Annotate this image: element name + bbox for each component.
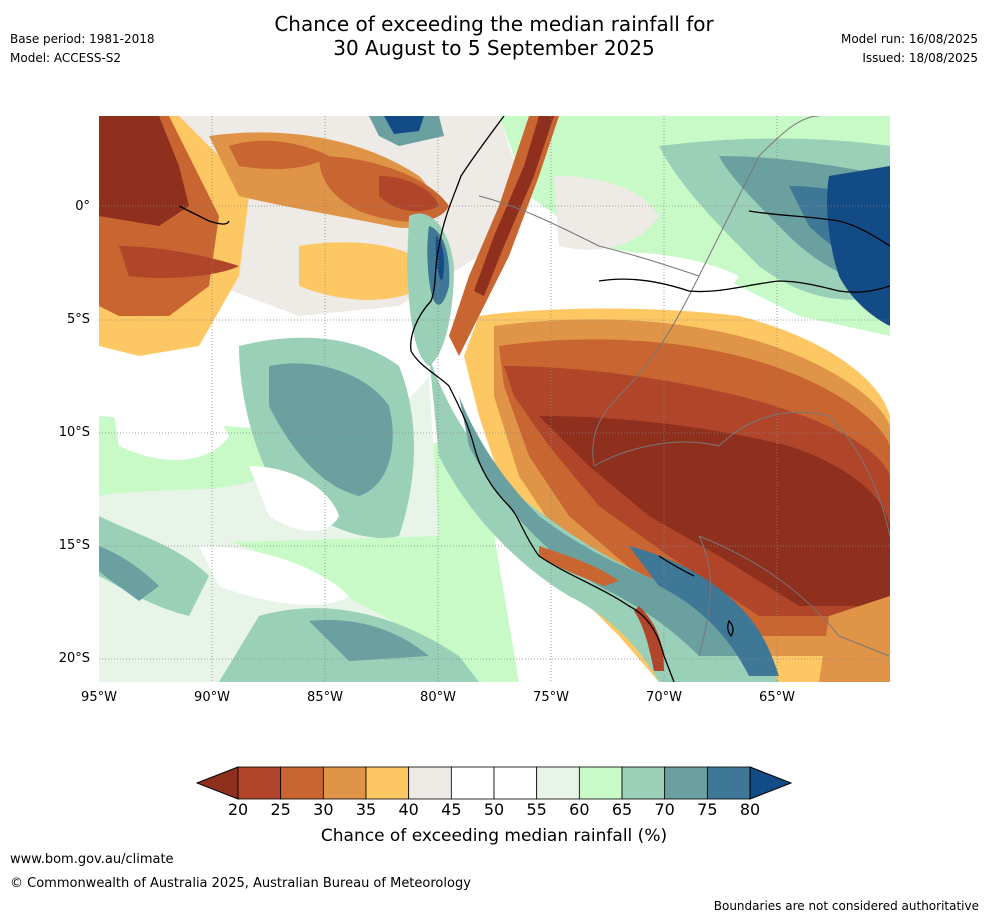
colorbar-extend-low	[195, 766, 239, 800]
title-line-2: 30 August to 5 September 2025	[333, 36, 655, 60]
colorbar-tick: 25	[270, 800, 291, 819]
colorbar-swatch	[365, 766, 410, 800]
lat-label-0: 0°	[75, 199, 90, 214]
colorbar-tick: 80	[739, 800, 761, 819]
colorbar-swatch	[322, 766, 367, 800]
colorbar-swatch	[493, 766, 538, 800]
colorbar-swatch	[578, 766, 623, 800]
colorbar-tick: 65	[611, 800, 633, 819]
colorbar-tick: 45	[441, 800, 462, 819]
lon-label-95w: 95°W	[81, 690, 117, 705]
colorbar-tick: 20	[227, 800, 249, 819]
colorbar-tick: 40	[398, 800, 419, 819]
colorbar	[195, 766, 794, 804]
lon-label-90w: 90°W	[194, 690, 230, 705]
lon-label-70w: 70°W	[646, 690, 682, 705]
colorbar-swatch	[706, 766, 751, 800]
model-name: Model: ACCESS-S2	[10, 51, 122, 65]
map-title: Chance of exceeding the median rainfall …	[0, 12, 988, 60]
colorbar-swatch	[408, 766, 452, 800]
colorbar-swatch	[237, 766, 282, 800]
issued-date: Issued: 18/08/2025	[862, 51, 978, 65]
colorbar-extend-high	[749, 766, 793, 800]
lat-label-15s: 15°S	[58, 538, 90, 553]
model-info: Base period: 1981-2018 Model: ACCESS-S2	[10, 30, 155, 68]
colorbar-swatch	[621, 766, 666, 800]
colorbar-tick: 35	[355, 800, 377, 819]
footer-copyright: © Commonwealth of Australia 2025, Austra…	[10, 876, 471, 891]
colorbar-swatch	[664, 766, 708, 800]
footer-url: www.bom.gov.au/climate	[10, 852, 174, 867]
colorbar-tick: 70	[654, 800, 675, 819]
lat-label-20s: 20°S	[58, 651, 90, 666]
lat-label-10s: 10°S	[58, 425, 90, 440]
lon-label-80w: 80°W	[420, 690, 456, 705]
lat-label-5s: 5°S	[66, 312, 90, 327]
colorbar-tick: 75	[697, 800, 718, 819]
colorbar-label: Chance of exceeding median rainfall (%)	[320, 826, 668, 846]
colorbar-swatch	[280, 766, 324, 800]
model-run: Model run: 16/08/2025	[840, 32, 978, 46]
rainfall-map	[99, 116, 890, 682]
title-line-1: Chance of exceeding the median rainfall …	[274, 12, 714, 36]
disclaimer: Boundaries are not considered authoritat…	[713, 899, 979, 913]
colorbar-tick: 50	[483, 800, 505, 819]
lon-label-65w: 65°W	[759, 690, 795, 705]
base-period: Base period: 1981-2018	[10, 32, 155, 46]
run-info: Model run: 16/08/2025 Issued: 18/08/2025	[841, 30, 978, 68]
colorbar-tick: 55	[526, 800, 547, 819]
lon-label-75w: 75°W	[533, 690, 569, 705]
colorbar-swatch	[450, 766, 495, 800]
colorbar-swatch	[536, 766, 580, 800]
lon-label-85w: 85°W	[307, 690, 343, 705]
colorbar-tick: 60	[569, 800, 590, 819]
colorbar-tick: 30	[313, 800, 334, 819]
